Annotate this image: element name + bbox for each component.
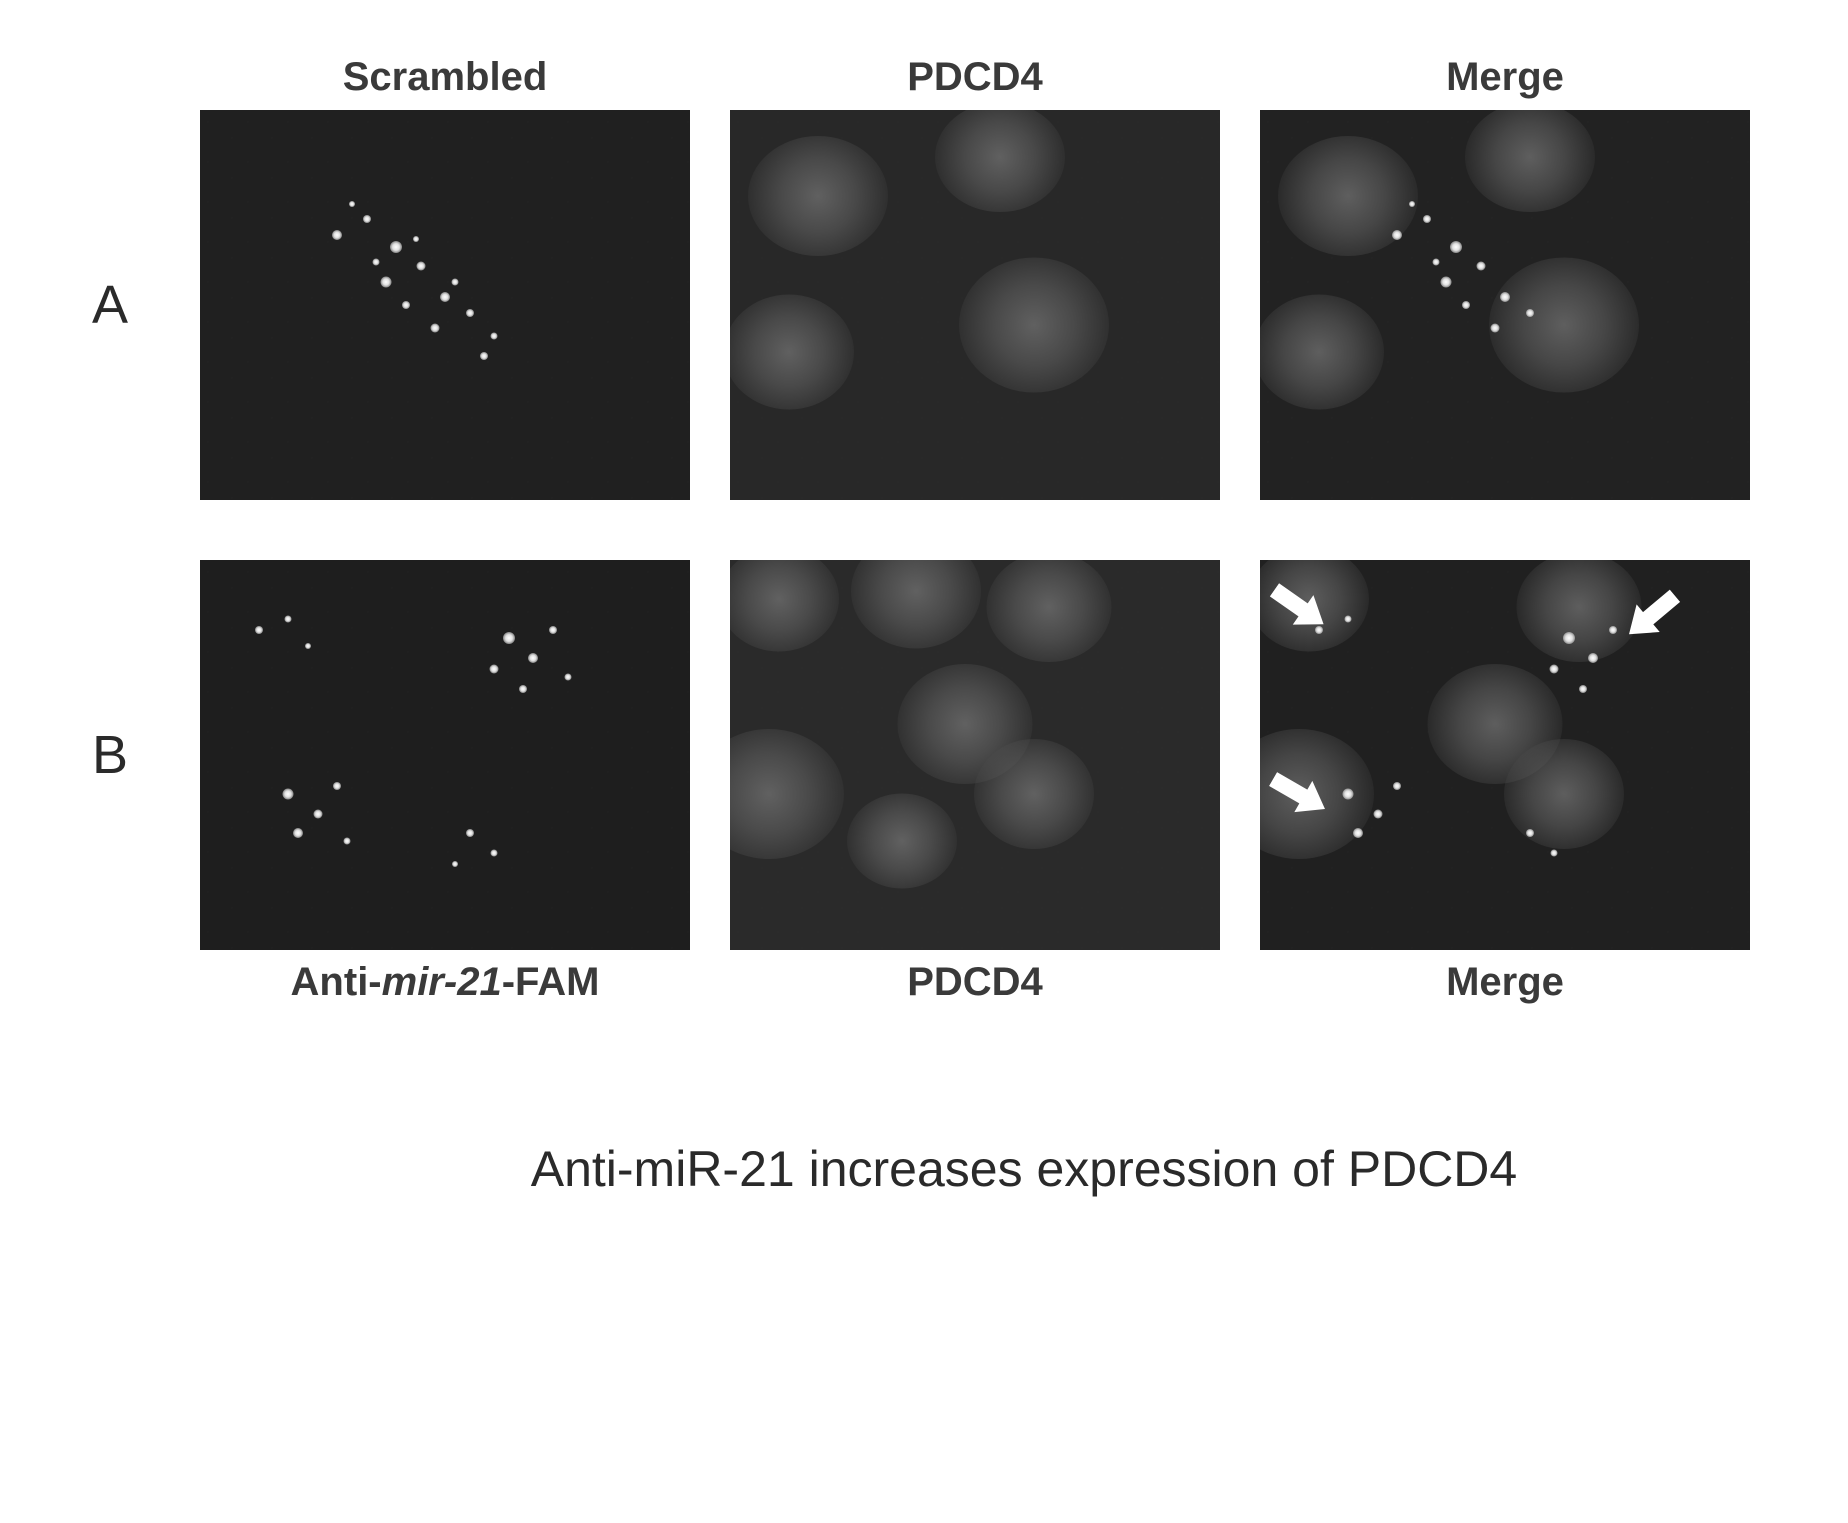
fluor-spot — [1462, 301, 1470, 309]
fluor-spot — [1588, 653, 1598, 663]
fluor-spot — [1441, 276, 1452, 287]
panel-a3 — [1260, 110, 1750, 500]
fluor-spot — [413, 236, 419, 242]
fluor-spot — [1551, 849, 1558, 856]
fluor-spot — [431, 324, 440, 333]
figure-caption: Anti-miR-21 increases expression of PDCD… — [60, 1140, 1788, 1198]
panel-b2 — [730, 560, 1220, 950]
fluor-spot — [452, 861, 458, 867]
top-header-col3: Merge — [1260, 40, 1750, 110]
bottom-header-col2: PDCD4 — [730, 950, 1220, 1020]
panel-a2 — [730, 110, 1220, 500]
fluor-spot — [1563, 632, 1575, 644]
fluor-spot — [381, 276, 392, 287]
fluor-spot — [363, 215, 371, 223]
fluor-spot — [283, 789, 294, 800]
fluor-spot — [333, 782, 341, 790]
panel-b1 — [200, 560, 690, 950]
fluor-spot — [1392, 230, 1402, 240]
fluor-spot — [528, 653, 538, 663]
fluor-spot — [1476, 262, 1485, 271]
fluor-spot — [1433, 259, 1440, 266]
fluor-spot — [1450, 241, 1462, 253]
fluor-spot — [1343, 789, 1354, 800]
fluor-spot — [1373, 809, 1382, 818]
fluor-spot — [344, 837, 351, 844]
fluor-spot — [564, 674, 571, 681]
grid-corner — [60, 40, 160, 110]
cell-blob — [959, 257, 1109, 392]
panel-b3 — [1260, 560, 1750, 950]
fluor-spot — [1423, 215, 1431, 223]
fluor-spot — [1526, 309, 1534, 317]
bottom-header-col1-suffix: -FAM — [502, 960, 600, 1005]
fluor-spot — [491, 333, 498, 340]
top-header-col2: PDCD4 — [730, 40, 1220, 110]
cell-blob — [1504, 739, 1624, 849]
fluor-spot — [549, 626, 557, 634]
fluor-spot — [451, 278, 458, 285]
cell-blob — [1489, 257, 1639, 392]
fluor-spot — [1345, 615, 1352, 622]
fluor-spot — [1500, 292, 1510, 302]
fluor-spot — [305, 643, 311, 649]
fluor-spot — [313, 809, 322, 818]
fluor-spot — [466, 829, 474, 837]
fluor-spot — [1526, 829, 1534, 837]
fluor-spot — [293, 828, 303, 838]
bottom-header-col1-prefix: Anti- — [291, 960, 382, 1005]
top-header-col1: Scrambled — [200, 40, 690, 110]
cell-blob — [974, 739, 1094, 849]
figure-grid: Scrambled PDCD4 Merge A B Anti-mir-21-FA… — [60, 40, 1788, 1020]
fluor-spot — [255, 626, 263, 634]
fluor-spot — [466, 309, 474, 317]
fluor-spot — [503, 632, 515, 644]
fluor-spot — [519, 685, 527, 693]
cell-blob — [847, 793, 957, 888]
fluor-spot — [1491, 324, 1500, 333]
fluor-spot — [491, 849, 498, 856]
fluor-spot — [285, 615, 292, 622]
bottom-header-col1: Anti-mir-21-FAM — [200, 950, 690, 1020]
row-spacer — [60, 500, 160, 560]
fluor-spot — [402, 301, 410, 309]
fluor-spot — [416, 262, 425, 271]
row-label-b: B — [60, 560, 160, 950]
fluor-spot — [1409, 201, 1415, 207]
fluor-spot — [332, 230, 342, 240]
fluor-spot — [1609, 626, 1617, 634]
fluor-spot — [440, 292, 450, 302]
fluor-spot — [390, 241, 402, 253]
row-label-a: A — [60, 110, 160, 500]
fluor-spot — [1550, 665, 1559, 674]
fluor-spot — [1353, 828, 1363, 838]
fluor-spot — [490, 665, 499, 674]
grid-corner-bottom — [60, 950, 160, 1020]
bottom-header-col1-italic: mir-21 — [382, 960, 502, 1005]
cell-blob — [748, 136, 888, 256]
fluor-spot — [480, 352, 488, 360]
fluor-spot — [1393, 782, 1401, 790]
fluor-spot — [349, 201, 355, 207]
fluor-spot — [1579, 685, 1587, 693]
fluor-spot — [373, 259, 380, 266]
panel-a1 — [200, 110, 690, 500]
bottom-header-col3: Merge — [1260, 950, 1750, 1020]
